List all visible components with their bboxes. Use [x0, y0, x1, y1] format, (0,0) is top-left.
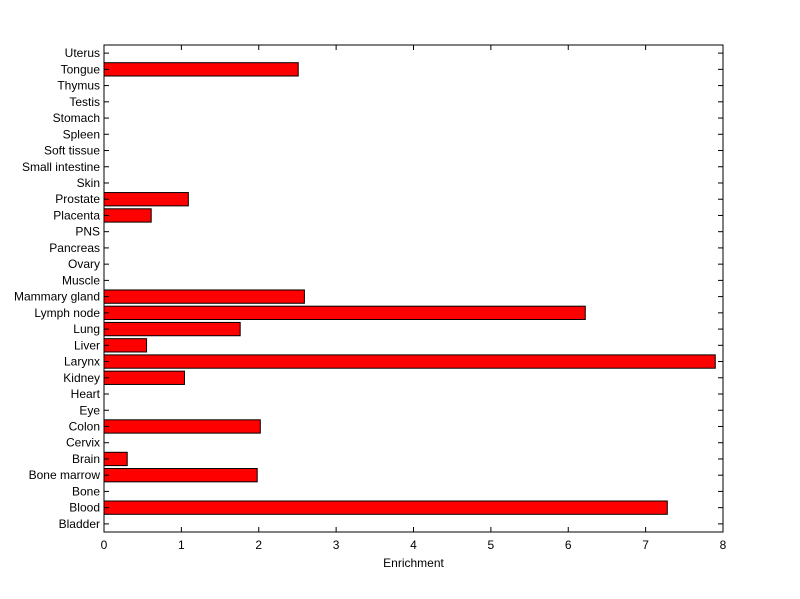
y-tick-label: Kidney: [63, 371, 100, 385]
bar-bone-marrow: [103, 468, 258, 483]
y-tick-label: Colon: [69, 419, 100, 433]
bar-tongue: [103, 62, 299, 77]
x-axis-label: Enrichment: [383, 556, 444, 570]
y-axis-ticks: Bladder Blood Bone Bone marrow Brain Cervix Co…: [14, 46, 723, 531]
bar-mammary-gland: [103, 289, 305, 304]
bar-colon: [103, 419, 261, 434]
y-tick-label: Small intestine: [22, 160, 100, 174]
y-tick-label: Ovary: [68, 257, 100, 271]
bar-liver: [103, 338, 148, 353]
bars-group: [103, 62, 716, 515]
y-tick-label: Cervix: [66, 436, 100, 450]
y-tick-label: Thymus: [57, 79, 100, 93]
y-tick-label: Lymph node: [34, 306, 100, 320]
y-tick-label: Soft tissue: [44, 144, 100, 158]
bar-lung: [103, 321, 241, 337]
x-tick-label: 3: [333, 538, 340, 552]
y-tick-label: Larynx: [64, 355, 100, 369]
y-tick-label: PNS: [75, 225, 100, 239]
y-tick-label: Lung: [73, 322, 100, 336]
y-tick-label: Tongue: [61, 62, 101, 76]
y-tick-label: Skin: [77, 176, 100, 190]
y-tick-label: Liver: [74, 338, 100, 352]
y-tick-label: Bone: [72, 484, 100, 498]
y-tick-label: Pancreas: [49, 241, 100, 255]
y-tick-label: Bone marrow: [29, 468, 101, 482]
x-tick-label: 0: [101, 538, 108, 552]
x-axis-ticks: 0 1 2 3 4 5 6 7 8: [101, 45, 727, 552]
x-tick-label: 1: [178, 538, 185, 552]
x-tick-label: 6: [565, 538, 572, 552]
x-tick-label: 4: [410, 538, 417, 552]
y-tick-label: Uterus: [65, 46, 100, 60]
y-tick-label: Bladder: [59, 517, 100, 531]
y-tick-label: Muscle: [62, 273, 100, 287]
y-tick-label: Placenta: [53, 208, 100, 222]
bar-larynx: [103, 354, 716, 369]
plot-frame: [103, 44, 724, 533]
y-tick-label: Spleen: [63, 127, 100, 141]
y-tick-label: Heart: [71, 387, 101, 401]
bar-lymph-node: [103, 305, 586, 321]
x-tick-label: 5: [488, 538, 495, 552]
y-tick-label: Stomach: [53, 111, 100, 125]
y-tick-label: Prostate: [55, 192, 100, 206]
y-tick-label: Mammary gland: [14, 290, 100, 304]
bar-placenta: [103, 208, 152, 223]
y-tick-label: Brain: [72, 452, 100, 466]
y-tick-label: Eye: [79, 403, 100, 417]
y-tick-label: Blood: [69, 501, 100, 515]
bar-blood: [103, 500, 668, 515]
x-tick-label: 7: [642, 538, 649, 552]
x-tick-label: 8: [720, 538, 727, 552]
y-tick-label: Testis: [69, 95, 100, 109]
x-tick-label: 2: [255, 538, 262, 552]
bar-prostate: [103, 192, 189, 207]
bar-kidney: [103, 370, 185, 385]
